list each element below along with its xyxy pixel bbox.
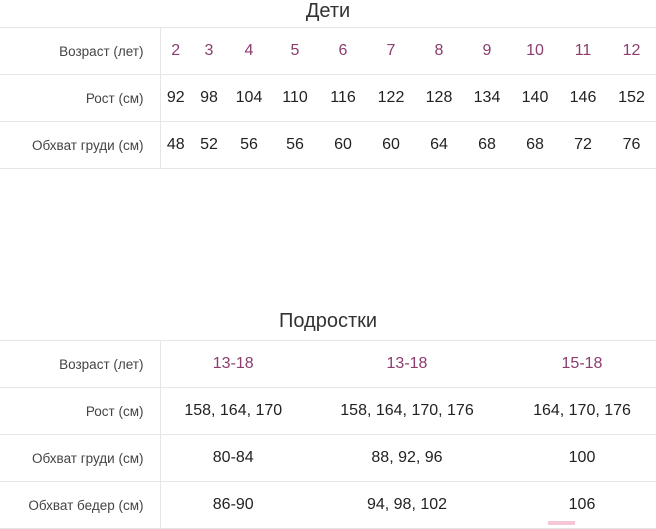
table-cell: 100 [508,434,656,482]
table-cell: 5 [271,27,319,75]
table-cell: 80-84 [160,434,306,482]
table-cell: 15-18 [508,340,656,388]
row-label: Обхват груди (см) [0,434,161,482]
table-cell: 7 [367,27,415,75]
table-cell: 3 [191,27,227,75]
table-cell: 6 [319,27,367,75]
table-cell: 60 [367,121,415,169]
table-cell: 104 [227,74,271,122]
decorative-bar [548,521,575,525]
table-cell: 76 [607,121,656,169]
table-cell: 56 [227,121,271,169]
table-cell: 152 [607,74,656,122]
table-cell: 110 [271,74,319,122]
table-row: Обхват бедер (см) 86-90 94, 98, 102 106 [0,481,656,529]
table-cell: 98 [191,74,227,122]
kids-table-title: Дети [305,0,351,22]
table-cell: 56 [271,121,319,169]
row-label: Обхват груди (см) [0,121,161,169]
teens-size-table: Возраст (лет) 13-18 13-18 15-18 Рост (см) 158… [0,340,656,529]
table-cell: 60 [319,121,367,169]
table-cell: 122 [367,74,415,122]
table-cell: 86-90 [160,481,306,529]
table-cell: 106 [508,481,656,529]
table-row: Рост (см) 158, 164, 170 158, 164, 170, 176… [0,387,656,435]
table-cell: 64 [415,121,463,169]
table-cell: 9 [463,27,511,75]
table-cell: 13-18 [160,340,306,388]
table-cell: 164, 170, 176 [508,387,656,435]
table-row: Возраст (лет) 2 3 4 5 6 7 8 9 10 11 12 [0,27,656,75]
table-cell: 146 [559,74,607,122]
table-row: Обхват груди (см) 48 52 56 56 60 60 64 68 68 72 76 [0,121,656,169]
table-row: Возраст (лет) 13-18 13-18 15-18 [0,340,656,388]
table-cell: 88, 92, 96 [306,434,508,482]
table-row: Обхват груди (см) 80-84 88, 92, 96 100 [0,434,656,482]
table-row: Рост (см) 92 98 104 110 116 122 128 134 140 146 152 [0,74,656,122]
table-cell: 48 [160,121,191,169]
table-cell: 12 [607,27,656,75]
row-label: Рост (см) [0,387,161,435]
table-cell: 13-18 [306,340,508,388]
row-label: Возраст (лет) [0,27,161,75]
table-cell: 8 [415,27,463,75]
teens-table-title: Подростки [278,310,378,332]
table-cell: 94, 98, 102 [306,481,508,529]
table-cell: 4 [227,27,271,75]
kids-size-table: Возраст (лет) 2 3 4 5 6 7 8 9 10 11 12 Рост (см) 92 98… [0,27,656,169]
table-cell: 10 [511,27,559,75]
row-label: Обхват бедер (см) [0,481,161,529]
table-cell: 92 [160,74,191,122]
table-cell: 2 [160,27,191,75]
table-cell: 68 [511,121,559,169]
table-cell: 140 [511,74,559,122]
table-cell: 158, 164, 170, 176 [306,387,508,435]
table-cell: 116 [319,74,367,122]
table-cell: 52 [191,121,227,169]
table-cell: 128 [415,74,463,122]
table-cell: 11 [559,27,607,75]
table-cell: 68 [463,121,511,169]
table-cell: 134 [463,74,511,122]
table-cell: 158, 164, 170 [160,387,306,435]
table-cell: 72 [559,121,607,169]
row-label: Возраст (лет) [0,340,161,388]
row-label: Рост (см) [0,74,161,122]
